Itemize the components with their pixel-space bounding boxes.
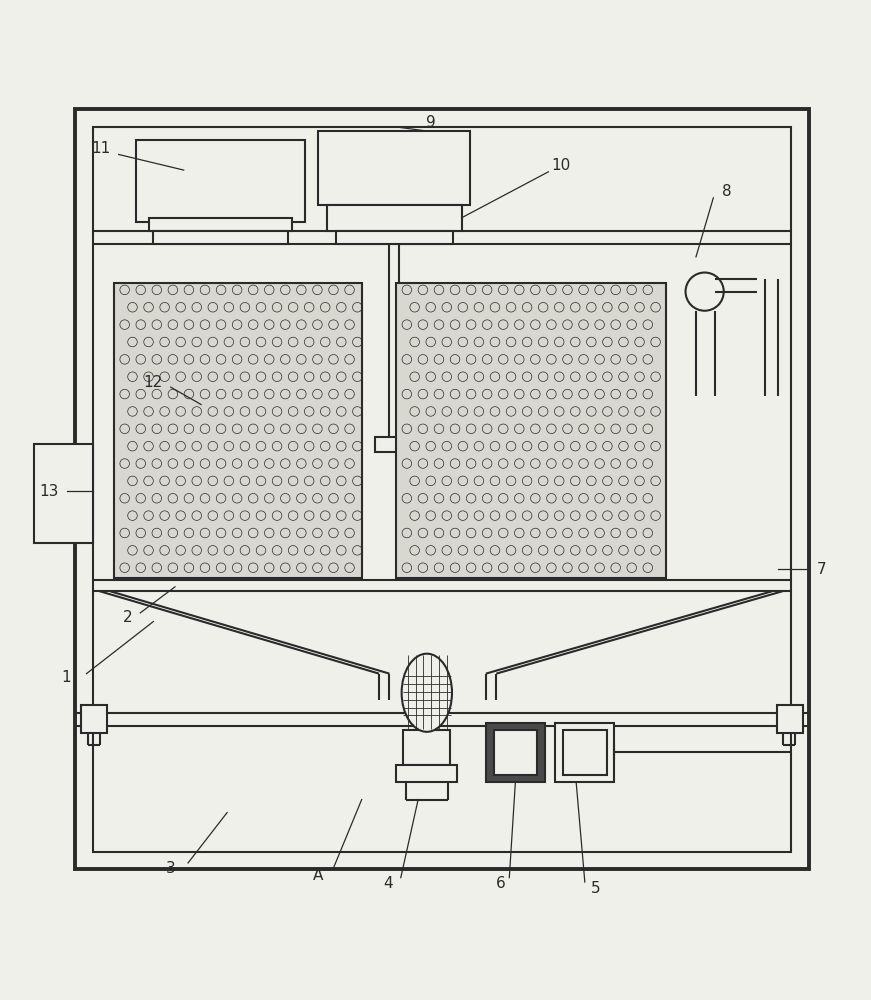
Bar — [494, 730, 537, 775]
Text: 4: 4 — [383, 876, 393, 891]
Bar — [153, 231, 288, 244]
Bar — [92, 127, 792, 852]
Bar — [556, 723, 614, 782]
Text: A: A — [313, 868, 323, 883]
Bar — [114, 283, 361, 578]
Text: 6: 6 — [496, 876, 505, 891]
Bar — [777, 705, 803, 733]
Bar — [335, 231, 453, 244]
Text: 13: 13 — [39, 484, 59, 499]
Bar — [149, 218, 293, 231]
Ellipse shape — [402, 654, 452, 732]
Bar — [327, 205, 462, 231]
Text: 1: 1 — [62, 670, 71, 685]
Bar — [396, 765, 457, 782]
Bar — [564, 730, 606, 775]
Bar — [396, 283, 665, 578]
Bar — [375, 437, 414, 452]
Bar — [81, 705, 107, 733]
Bar — [136, 140, 305, 222]
Text: 5: 5 — [591, 881, 601, 896]
Text: 8: 8 — [721, 184, 731, 199]
Text: 9: 9 — [426, 115, 436, 130]
Bar — [403, 730, 450, 765]
Bar — [318, 131, 470, 205]
Text: 2: 2 — [123, 610, 132, 625]
Text: 12: 12 — [144, 375, 163, 390]
Bar — [486, 723, 545, 782]
Text: 11: 11 — [91, 141, 111, 156]
Text: 3: 3 — [165, 861, 176, 876]
Text: 10: 10 — [551, 158, 571, 173]
Text: 7: 7 — [817, 562, 827, 577]
Bar — [75, 109, 809, 869]
Bar — [34, 444, 93, 543]
